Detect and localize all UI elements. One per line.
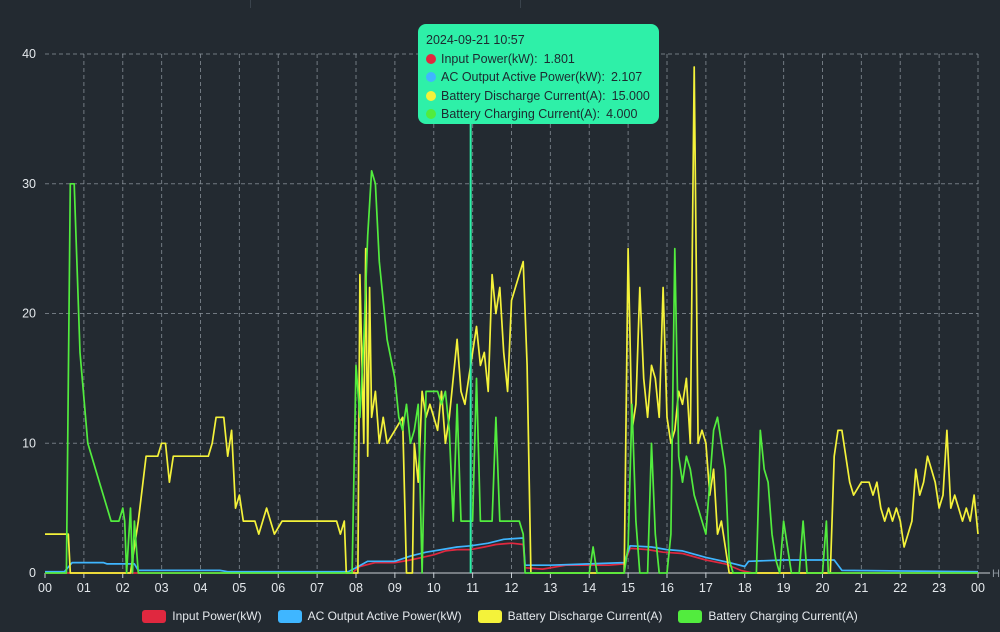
x-tick-label: 00 xyxy=(971,581,985,595)
tooltip-label: AC Output Active Power(kW) xyxy=(441,70,602,84)
x-tick-label: 18 xyxy=(738,581,752,595)
legend-label: AC Output Active Power(kW) xyxy=(307,609,462,623)
x-tick-label: 08 xyxy=(349,581,363,595)
tooltip-value: 15.000 xyxy=(611,88,650,103)
y-tick-label: 40 xyxy=(22,47,36,61)
x-tick-label: 02 xyxy=(116,581,130,595)
legend-label: Input Power(kW) xyxy=(172,609,262,623)
tooltip-row-battery-charging: Battery Charging Current(A): 4.000 xyxy=(426,105,651,124)
x-tick-label: 06 xyxy=(271,581,285,595)
x-axis: 00 01 02 03 04 05 06 07 08 09 10 11 12 13 14 15 16 17 18 19… xyxy=(38,568,1000,595)
x-tick-label: 04 xyxy=(194,581,208,595)
toolbar-divider xyxy=(520,0,521,8)
chart-legend: Input Power(kW) AC Output Active Power(k… xyxy=(0,606,1000,626)
x-tick-label: 11 xyxy=(466,581,479,595)
x-tick-label: 21 xyxy=(854,581,868,595)
series-dot-icon xyxy=(426,90,436,101)
series-line-1 xyxy=(45,537,979,573)
series-dot-icon xyxy=(426,109,436,120)
toolbar-divider xyxy=(250,0,251,8)
line-chart[interactable]: 0 10 20 30 40 00 01 02 03 04 05 06 07 08 09 10 11 12 13 14… xyxy=(0,0,1000,604)
series-lines xyxy=(45,66,979,574)
x-tick-label: 01 xyxy=(77,581,91,595)
legend-item-battery-charging[interactable]: Battery Charging Current(A) xyxy=(678,609,858,623)
x-tick-label: 16 xyxy=(660,581,674,595)
x-tick-label: 17 xyxy=(699,581,713,595)
y-axis: 0 10 20 30 40 xyxy=(22,47,36,580)
x-tick-label: 12 xyxy=(505,581,519,595)
tooltip-label: Battery Discharge Current(A) xyxy=(441,88,603,103)
x-tick-label: 09 xyxy=(388,581,402,595)
x-tick-label: 00 xyxy=(38,581,52,595)
tooltip-label: Input Power(kW) xyxy=(441,51,535,66)
x-tick-label: 07 xyxy=(310,581,324,595)
x-tick-label: 22 xyxy=(893,581,907,595)
series-line-2 xyxy=(45,66,979,574)
x-tick-label: 15 xyxy=(621,581,635,595)
tooltip-row-input-power: Input Power(kW): 1.801 xyxy=(426,50,651,69)
legend-swatch-icon xyxy=(678,609,703,623)
y-tick-label: 30 xyxy=(22,177,36,191)
y-tick-label: 0 xyxy=(29,566,36,580)
x-tick-label: 13 xyxy=(543,581,557,595)
series-line-3 xyxy=(45,169,978,574)
x-tick-label: 23 xyxy=(932,581,946,595)
legend-item-ac-output-power[interactable]: AC Output Active Power(kW) xyxy=(277,609,462,623)
legend-swatch-icon xyxy=(277,609,302,623)
tooltip-value: 1.801 xyxy=(543,51,575,66)
legend-item-input-power[interactable]: Input Power(kW) xyxy=(142,609,262,623)
series-dot-icon xyxy=(426,53,436,64)
x-tick-label: 10 xyxy=(427,581,441,595)
x-tick-label: 03 xyxy=(155,581,169,595)
x-tick-label: 20 xyxy=(816,581,830,595)
tooltip-value: 4.000 xyxy=(606,107,638,121)
y-tick-label: 20 xyxy=(22,307,36,321)
y-tick-label: 10 xyxy=(22,436,36,450)
tooltip-row-ac-output-power: AC Output Active Power(kW): 2.107 xyxy=(426,68,651,87)
x-axis-unit-label: H xyxy=(992,568,1000,580)
series-dot-icon xyxy=(426,72,436,83)
legend-label: Battery Discharge Current(A) xyxy=(507,609,663,623)
x-tick-label: 14 xyxy=(582,581,596,595)
legend-label: Battery Charging Current(A) xyxy=(708,609,858,623)
tooltip-row-battery-discharge: Battery Discharge Current(A): 15.000 xyxy=(426,87,651,106)
top-toolbar-strip xyxy=(0,0,1000,8)
legend-item-battery-discharge[interactable]: Battery Discharge Current(A) xyxy=(477,609,663,623)
legend-swatch-icon xyxy=(142,609,167,623)
x-tick-label: 19 xyxy=(777,581,791,595)
tooltip-label: Battery Charging Current(A) xyxy=(441,107,597,121)
tooltip-title: 2024-09-21 10:57 xyxy=(426,33,525,47)
chart-tooltip: 2024-09-21 10:57 Input Power(kW): 1.801 … xyxy=(418,24,659,124)
x-tick-label: 05 xyxy=(232,581,246,595)
legend-swatch-icon xyxy=(477,609,502,623)
tooltip-value: 2.107 xyxy=(610,70,643,84)
